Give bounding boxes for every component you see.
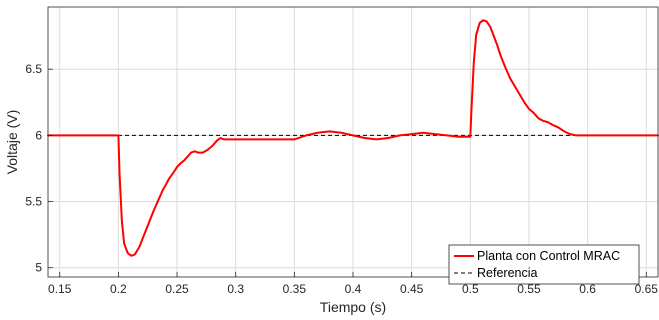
legend-label-referencia: Referencia (477, 266, 537, 280)
x-axis-label: Tiempo (s) (320, 299, 386, 315)
y-tick-label: 6.5 (25, 62, 42, 76)
series-line-planta (47, 19, 659, 257)
x-tick-label: 0.2 (110, 282, 127, 296)
legend-label-planta: Planta con Control MRAC (477, 249, 620, 263)
y-tick-label: 5 (35, 261, 42, 275)
legend-box (448, 244, 640, 285)
x-tick-label: 0.5 (462, 282, 479, 296)
x-tick-label: 0.6 (579, 282, 596, 296)
x-tick-label: 0.4 (345, 282, 362, 296)
x-tick-label: 0.35 (283, 282, 307, 296)
legend: Planta con Control MRAC Referencia (448, 244, 640, 285)
x-tick-label: 0.15 (48, 282, 72, 296)
x-tick-label: 0.55 (517, 282, 541, 296)
x-tick-label: 0.3 (227, 282, 244, 296)
x-tick-label: 0.25 (165, 282, 189, 296)
ticks-layer: 0.15 0.2 0.25 0.3 0.35 0.4 0.45 0.5 0.55 0.6 0.65 5… (25, 62, 658, 296)
x-tick-label: 0.45 (400, 282, 424, 296)
x-tick-label: 0.65 (635, 282, 659, 296)
y-tick-label: 5.5 (25, 195, 42, 209)
y-tick-label: 6 (35, 128, 42, 142)
series-layer (47, 19, 659, 257)
y-axis-label: Voltaje (V) (4, 110, 20, 175)
